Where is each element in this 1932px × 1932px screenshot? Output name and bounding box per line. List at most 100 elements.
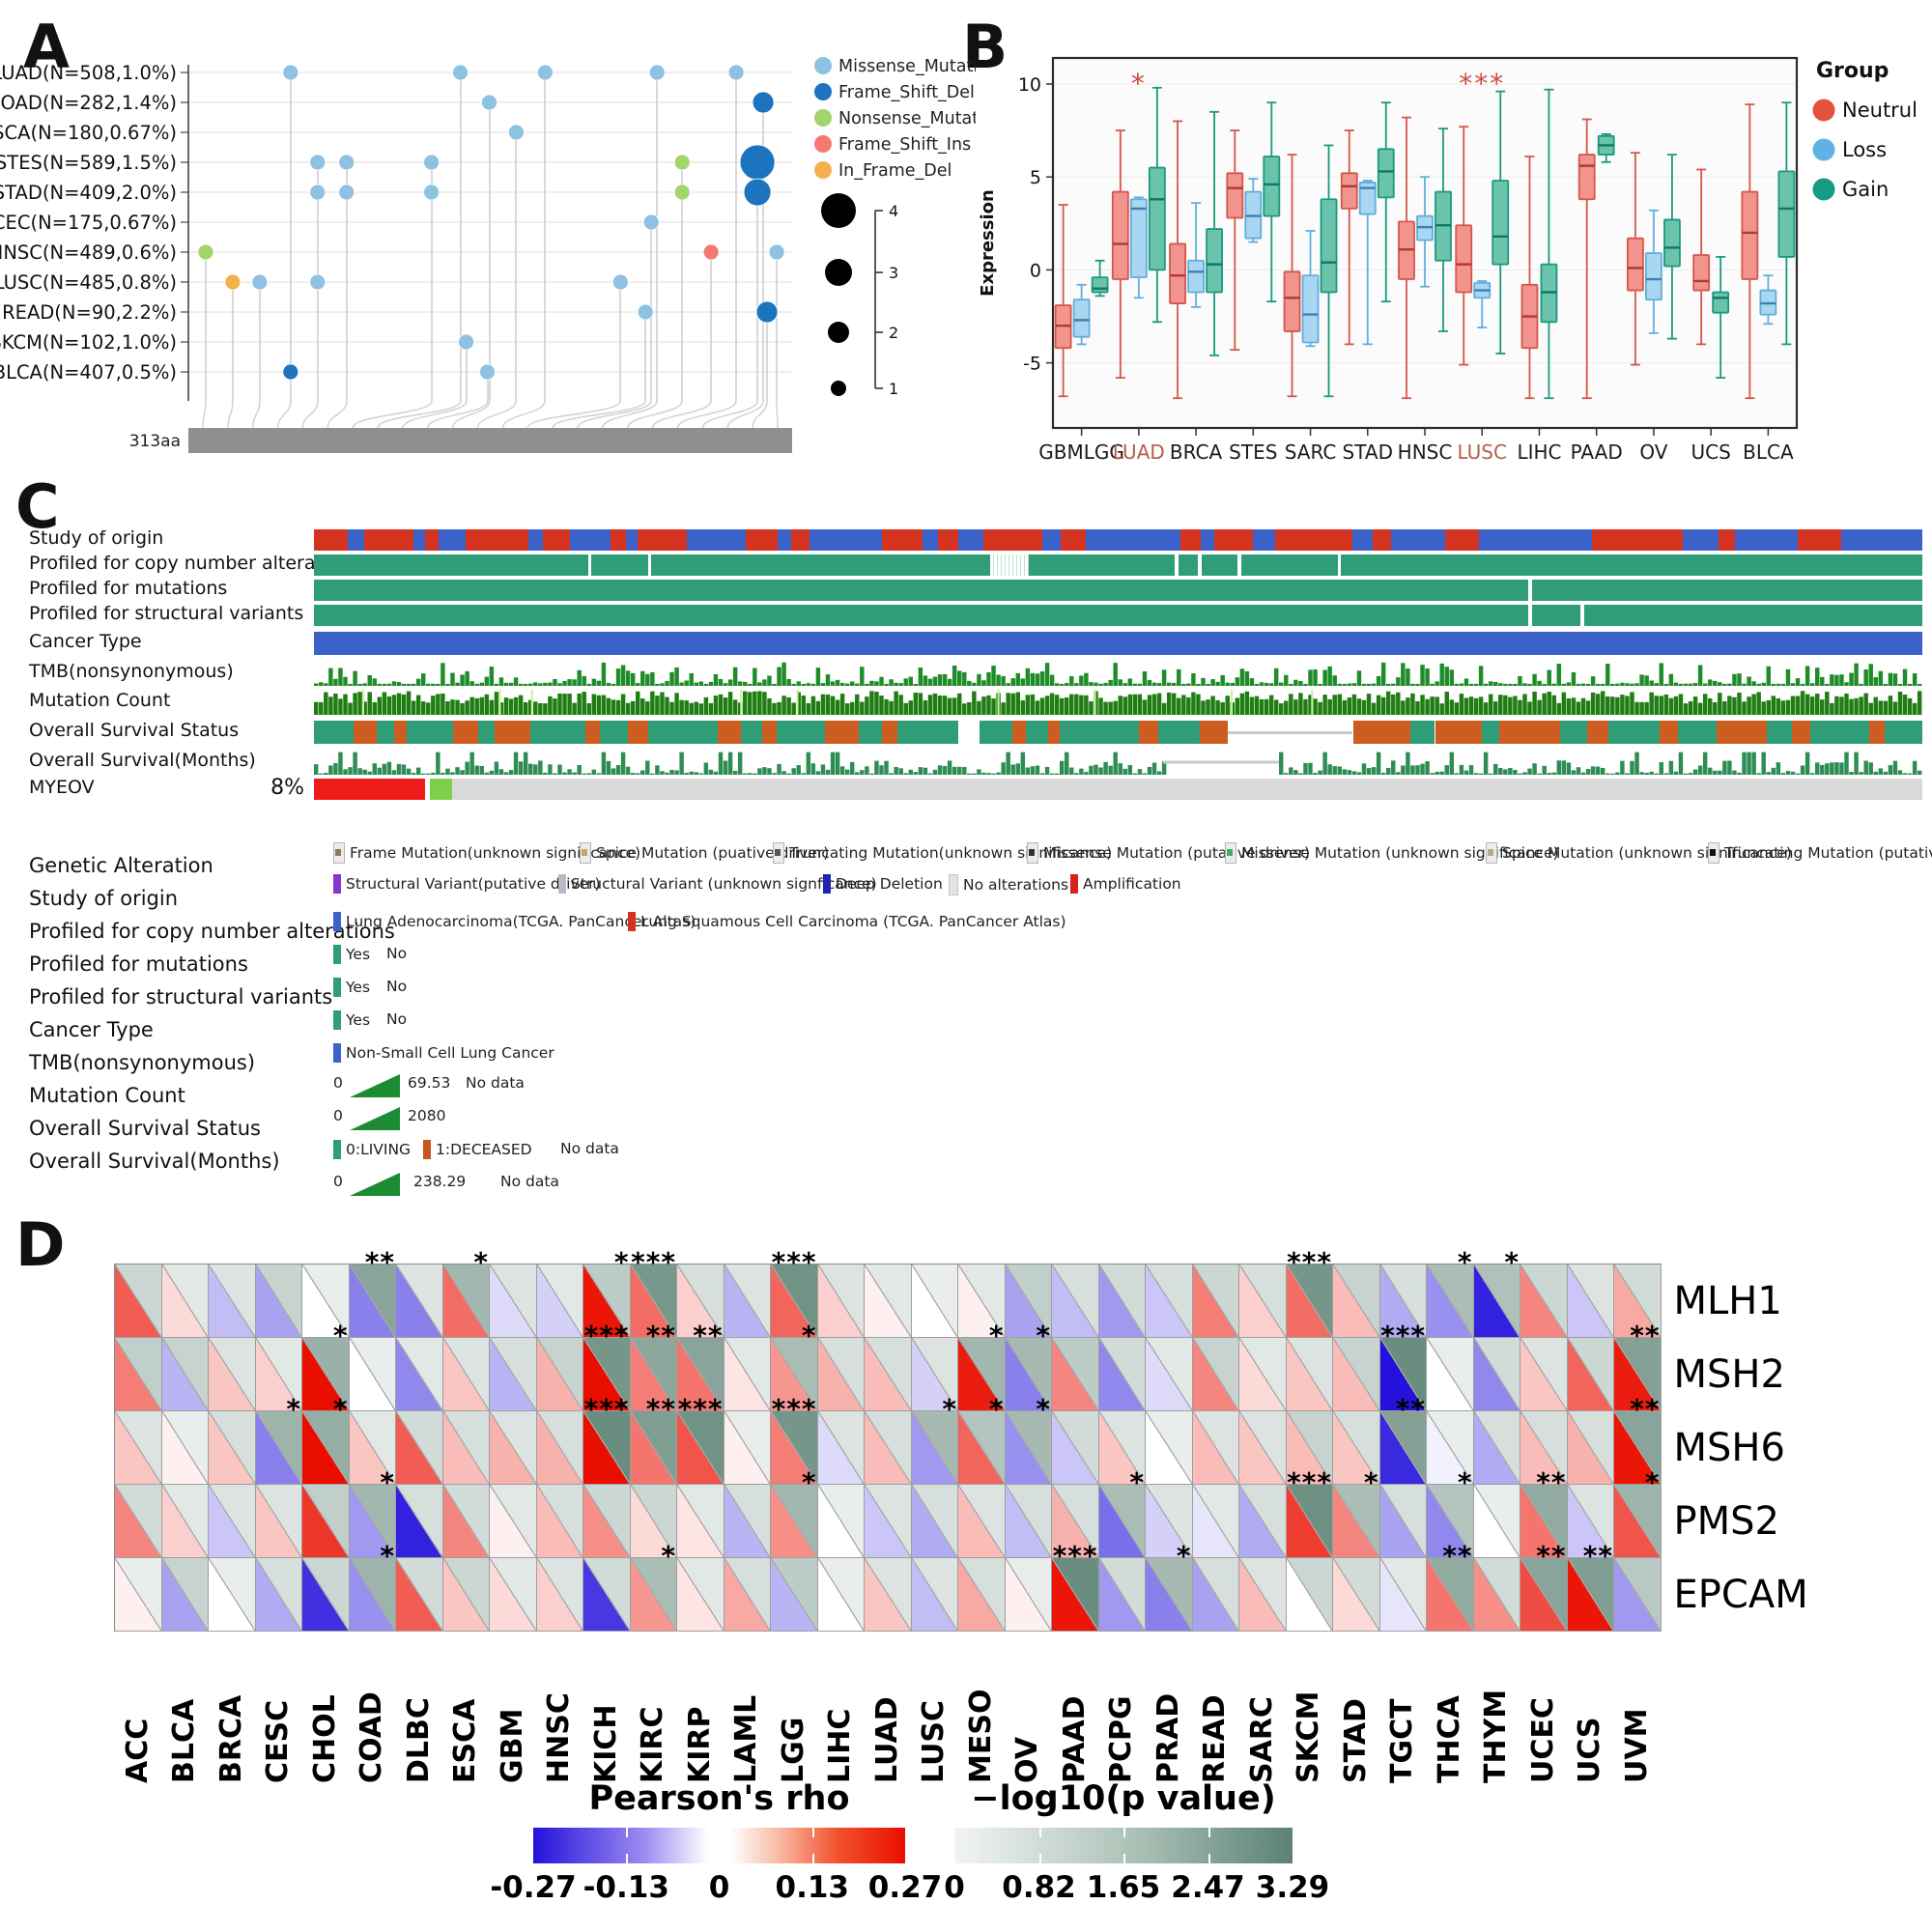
hist-bar bbox=[1235, 677, 1240, 686]
hist-bar bbox=[362, 683, 367, 686]
legend-section-label: Profiled for mutations bbox=[29, 952, 248, 976]
hist-bar bbox=[1337, 683, 1342, 686]
track-segment bbox=[413, 529, 425, 551]
hist-bar bbox=[898, 683, 903, 686]
heatmap-cell bbox=[817, 1558, 865, 1632]
hist-bar bbox=[815, 771, 821, 775]
heatmap-cell bbox=[442, 1338, 490, 1411]
hist-bar bbox=[1634, 752, 1639, 775]
cancer-column-label-text: UCEC bbox=[1525, 1697, 1560, 1783]
rho-scale-tick-label: -0.13 bbox=[582, 1870, 669, 1905]
heatmap-cell bbox=[817, 1264, 865, 1338]
hist-bar bbox=[1030, 694, 1036, 715]
mutation-dot-missense_mutation bbox=[251, 273, 269, 291]
hist-bar bbox=[1897, 683, 1903, 686]
hist-bar bbox=[1376, 752, 1381, 775]
panel-d-letter: D bbox=[15, 1209, 66, 1280]
hist-bar bbox=[1054, 683, 1060, 686]
hist-bar bbox=[1892, 701, 1898, 715]
hist-bar bbox=[1142, 699, 1148, 715]
x-category-label: PAAD bbox=[1571, 440, 1623, 464]
heatmap-cell: ** bbox=[677, 1320, 724, 1411]
stem-connector bbox=[301, 400, 319, 429]
legend-dot-frame_shift_del bbox=[814, 83, 832, 100]
heatmap-cell bbox=[911, 1558, 958, 1632]
hist-bar bbox=[372, 763, 377, 775]
heatmap-cell: ** bbox=[630, 1393, 677, 1485]
mutation-dot-missense_mutation bbox=[727, 64, 745, 81]
scale-tick-mark bbox=[1038, 1828, 1041, 1837]
hist-bar bbox=[538, 702, 543, 715]
legend-item-label: Structural Variant (unknown signficance) bbox=[571, 875, 877, 893]
hist-bar bbox=[586, 683, 591, 686]
hist-bar bbox=[942, 673, 948, 686]
hist-bar bbox=[665, 772, 669, 775]
hist-bar bbox=[748, 692, 753, 715]
hist-bar bbox=[1376, 695, 1381, 715]
hist-bar bbox=[1605, 773, 1610, 775]
track-mutation-count bbox=[314, 690, 1922, 715]
track-segment bbox=[588, 554, 592, 576]
mutation-glyph-inner bbox=[335, 849, 341, 856]
mutation-dot-nonsense_mutation bbox=[673, 154, 691, 171]
hist-bar bbox=[991, 698, 996, 715]
hist-bar bbox=[1839, 674, 1844, 686]
significance-stars: ** bbox=[1442, 1540, 1473, 1572]
hist-bar bbox=[884, 760, 889, 775]
track-segment bbox=[363, 529, 414, 551]
hist-bar bbox=[1863, 693, 1868, 715]
heatmap-cell bbox=[115, 1558, 162, 1632]
track-segment bbox=[1592, 529, 1683, 551]
hist-bar bbox=[1571, 770, 1577, 775]
hist-bar bbox=[1386, 691, 1391, 715]
hist-bar bbox=[1230, 682, 1235, 686]
hist-bar bbox=[1897, 692, 1903, 715]
hist-bar bbox=[391, 695, 397, 715]
hist-bar bbox=[1415, 700, 1420, 715]
hist-bar bbox=[1644, 772, 1649, 775]
hist-bar bbox=[586, 773, 591, 775]
cancer-column-label-text: TGCT bbox=[1385, 1698, 1420, 1783]
hist-bar bbox=[338, 668, 343, 686]
legend-item: 0 bbox=[333, 1074, 343, 1092]
hist-bar bbox=[630, 672, 636, 686]
heatmap-cell bbox=[865, 1558, 912, 1632]
hist-bar bbox=[1049, 773, 1055, 775]
hist-bar bbox=[543, 703, 548, 715]
stem-connector bbox=[252, 400, 261, 429]
hist-bar bbox=[1634, 701, 1639, 715]
hist-bar bbox=[1697, 765, 1703, 775]
heatmap-cell bbox=[1005, 1264, 1052, 1338]
legend-item-label: No data bbox=[500, 1173, 559, 1190]
hist-bar bbox=[465, 670, 469, 686]
hist-bar bbox=[1332, 695, 1337, 715]
hist-bar bbox=[611, 699, 616, 715]
heatmap-cell bbox=[677, 1558, 724, 1632]
hist-bar bbox=[991, 666, 996, 686]
hist-bar bbox=[1161, 702, 1167, 715]
hist-bar bbox=[1518, 675, 1522, 686]
hist-bar bbox=[1435, 696, 1439, 715]
stem-connector bbox=[701, 400, 758, 429]
hist-bar bbox=[640, 670, 645, 686]
hist-bar bbox=[689, 672, 694, 686]
hist-bar bbox=[1605, 696, 1610, 715]
hist-bar bbox=[1585, 700, 1591, 715]
hist-bar bbox=[937, 696, 943, 715]
hist-light-line bbox=[530, 690, 533, 715]
hist-bar bbox=[1776, 683, 1781, 686]
hist-bar bbox=[1639, 772, 1644, 775]
hist-bar bbox=[1595, 694, 1601, 715]
hist-bar bbox=[382, 683, 387, 686]
track-segment bbox=[1528, 605, 1533, 626]
hist-bar bbox=[1780, 683, 1786, 686]
hist-bar bbox=[865, 696, 869, 715]
hist-bar bbox=[1761, 682, 1766, 686]
heatmap-cell bbox=[865, 1411, 912, 1485]
heatmap-cell bbox=[536, 1485, 583, 1558]
hist-bar bbox=[415, 695, 421, 715]
mutation-glyph-inner bbox=[775, 849, 781, 856]
hist-bar bbox=[757, 768, 762, 775]
hist-bar bbox=[1747, 752, 1751, 775]
hist-bar bbox=[1347, 683, 1352, 686]
